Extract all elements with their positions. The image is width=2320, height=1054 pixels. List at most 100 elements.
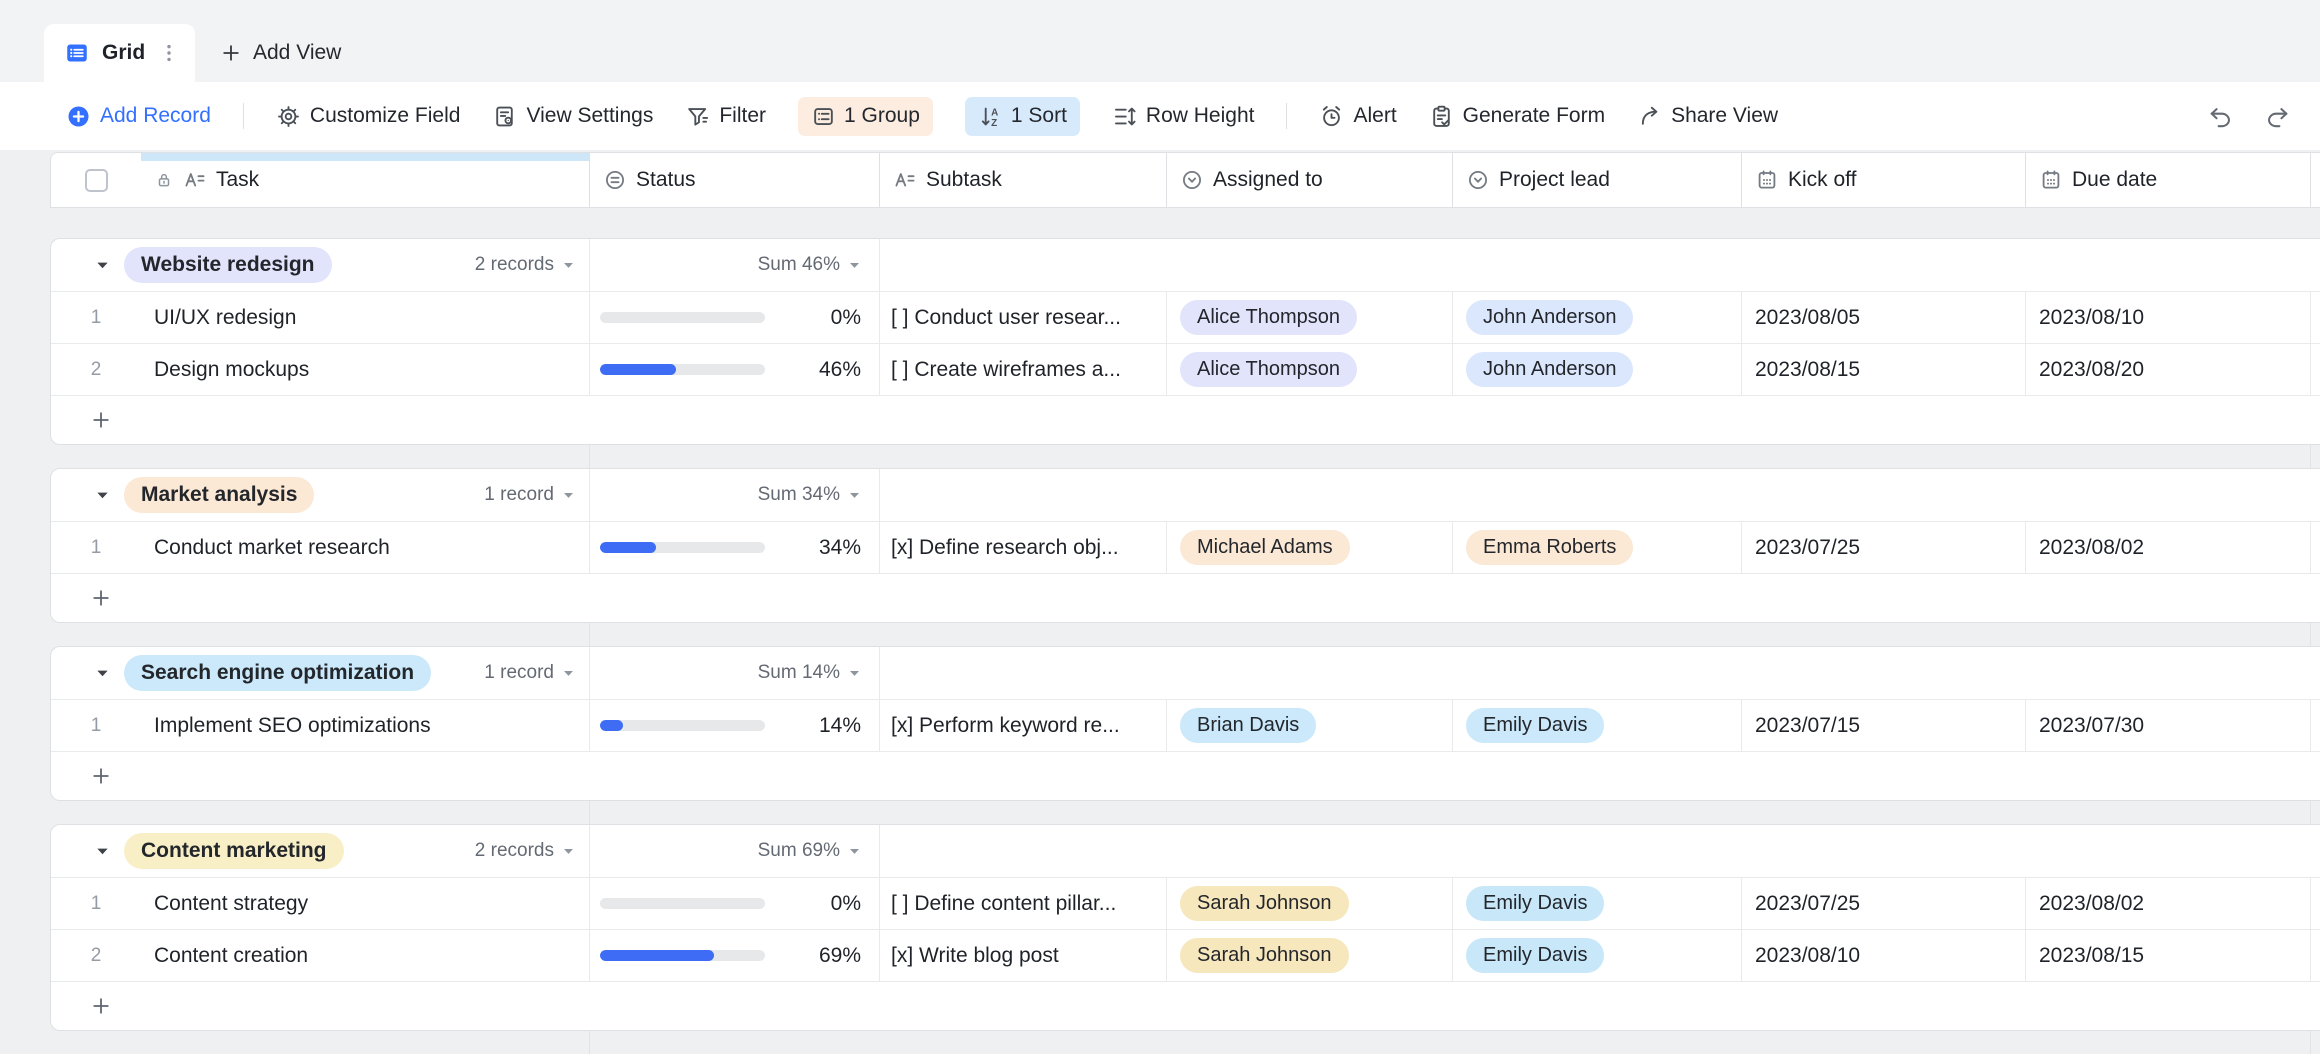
group-header: Website redesign 2 records Sum 46%	[51, 239, 2320, 292]
subtask-cell[interactable]: [ ] Conduct user resear...	[880, 292, 1167, 343]
project-lead-cell[interactable]: John Anderson	[1453, 344, 1742, 395]
status-cell[interactable]: 0%	[590, 292, 880, 343]
due-date-cell[interactable]: 2023/07/30	[2026, 700, 2311, 751]
group-name-pill: Search engine optimization	[124, 655, 432, 691]
due-date-cell[interactable]: 2023/08/15	[2026, 930, 2311, 981]
row-number-cell[interactable]: 1	[90, 306, 102, 328]
group-card-website-redesign: Website redesign 2 records Sum 46% 1 UI/…	[50, 238, 2320, 445]
add-record-row-button[interactable]	[51, 752, 2320, 800]
due-date-cell[interactable]: 2023/08/20	[2026, 344, 2311, 395]
kick-off-cell[interactable]: 2023/08/05	[1742, 292, 2026, 343]
collapse-arrow-icon[interactable]	[95, 488, 110, 502]
sort-button[interactable]: 1 Sort	[964, 96, 1080, 136]
kick-off-cell[interactable]: 2023/07/15	[1742, 700, 2026, 751]
kick-off-cell[interactable]: 2023/08/10	[1742, 930, 2026, 981]
group-button[interactable]: 1 Group	[798, 96, 933, 136]
column-header-status[interactable]: Status	[590, 153, 880, 207]
group-sum[interactable]: Sum 46%	[590, 239, 880, 291]
filter-button[interactable]: Filter	[685, 104, 766, 129]
task-cell[interactable]: Conduct market research	[141, 522, 590, 573]
assigned-to-cell[interactable]: Alice Thompson	[1167, 292, 1453, 343]
kick-off-cell[interactable]: 2023/07/25	[1742, 522, 2026, 573]
column-header-subtask[interactable]: Subtask	[880, 153, 1167, 207]
group-card-seo: Search engine optimization 1 record Sum …	[50, 646, 2320, 801]
tab-grid[interactable]: Grid	[44, 24, 196, 82]
column-header-kick-off[interactable]: Kick off	[1742, 153, 2026, 207]
column-header-due-date[interactable]: Due date	[2026, 153, 2311, 207]
add-record-button[interactable]: Add Record	[66, 104, 211, 129]
row-number-cell[interactable]: 1	[90, 536, 102, 558]
kick-off-cell[interactable]: 2023/08/15	[1742, 344, 2026, 395]
add-record-row-button[interactable]	[51, 396, 2320, 444]
subtask-cell[interactable]: [ ] Define content pillar...	[880, 878, 1167, 929]
collapse-arrow-icon[interactable]	[95, 666, 110, 680]
status-cell[interactable]: 0%	[590, 878, 880, 929]
select-all-checkbox[interactable]	[84, 168, 108, 192]
project-lead-cell[interactable]: Emily Davis	[1453, 700, 1742, 751]
task-cell[interactable]: UI/UX redesign	[141, 292, 590, 343]
person-pill: Michael Adams	[1180, 530, 1350, 565]
kick-off-cell[interactable]: 2023/07/25	[1742, 878, 2026, 929]
subtask-cell[interactable]: [x] Perform keyword re...	[880, 700, 1167, 751]
project-lead-cell[interactable]: Emily Davis	[1453, 930, 1742, 981]
add-view-button[interactable]: Add View	[219, 24, 341, 82]
group-sum[interactable]: Sum 14%	[590, 647, 880, 699]
project-lead-cell[interactable]: Emily Davis	[1453, 878, 1742, 929]
tab-grid-label: Grid	[102, 41, 146, 64]
status-cell[interactable]: 34%	[590, 522, 880, 573]
caret-down-icon	[848, 845, 861, 857]
status-cell[interactable]: 46%	[590, 344, 880, 395]
row-height-button[interactable]: Row Height	[1112, 104, 1254, 129]
generate-form-button[interactable]: Generate Form	[1429, 104, 1605, 129]
column-header-project-lead[interactable]: Project lead	[1453, 153, 1742, 207]
assigned-to-cell[interactable]: Michael Adams	[1167, 522, 1453, 573]
group-card-market-analysis: Market analysis 1 record Sum 34% 1 Condu…	[50, 468, 2320, 623]
collapse-arrow-icon[interactable]	[95, 844, 110, 858]
alarm-clock-icon	[1319, 104, 1344, 129]
row-number-cell[interactable]: 2	[90, 358, 102, 380]
subtask-cell[interactable]: [x] Write blog post	[880, 930, 1167, 981]
due-date-cell[interactable]: 2023/08/10	[2026, 292, 2311, 343]
undo-button[interactable]	[2206, 103, 2233, 130]
subtask-cell[interactable]: [x] Define research obj...	[880, 522, 1167, 573]
share-view-button[interactable]: Share View	[1637, 104, 1778, 129]
status-cell[interactable]: 69%	[590, 930, 880, 981]
row-number-cell[interactable]: 1	[90, 714, 102, 736]
status-cell[interactable]: 14%	[590, 700, 880, 751]
group-record-count[interactable]: 1 record	[484, 662, 575, 684]
due-date-cell[interactable]: 2023/08/02	[2026, 878, 2311, 929]
assigned-to-cell[interactable]: Brian Davis	[1167, 700, 1453, 751]
group-record-count[interactable]: 2 records	[475, 840, 575, 862]
row-number-cell[interactable]: 1	[90, 892, 102, 914]
az-sort-icon	[978, 104, 1003, 129]
task-cell[interactable]: Implement SEO optimizations	[141, 700, 590, 751]
task-cell[interactable]: Content creation	[141, 930, 590, 981]
view-settings-button[interactable]: View Settings	[492, 104, 653, 129]
redo-button[interactable]	[2265, 103, 2292, 130]
group-record-count[interactable]: 2 records	[475, 254, 575, 276]
assigned-to-cell[interactable]: Sarah Johnson	[1167, 930, 1453, 981]
row-number-cell[interactable]: 2	[90, 944, 102, 966]
customize-field-button[interactable]: Customize Field	[276, 104, 460, 129]
due-date-cell[interactable]: 2023/08/02	[2026, 522, 2311, 573]
assigned-to-cell[interactable]: Alice Thompson	[1167, 344, 1453, 395]
sorted-column-highlight	[141, 153, 589, 161]
group-sum[interactable]: Sum 69%	[590, 825, 880, 877]
column-header-assigned-to[interactable]: Assigned to	[1167, 153, 1453, 207]
subtask-cell[interactable]: [ ] Create wireframes a...	[880, 344, 1167, 395]
add-record-row-button[interactable]	[51, 982, 2320, 1030]
task-cell[interactable]: Design mockups	[141, 344, 590, 395]
group-record-count[interactable]: 1 record	[484, 484, 575, 506]
group-sum[interactable]: Sum 34%	[590, 469, 880, 521]
caret-down-icon	[562, 259, 575, 271]
row-height-icon	[1112, 104, 1137, 129]
add-record-row-button[interactable]	[51, 574, 2320, 622]
column-header-task[interactable]: Task	[141, 153, 590, 207]
assigned-to-cell[interactable]: Sarah Johnson	[1167, 878, 1453, 929]
task-cell[interactable]: Content strategy	[141, 878, 590, 929]
collapse-arrow-icon[interactable]	[95, 258, 110, 272]
project-lead-cell[interactable]: Emma Roberts	[1453, 522, 1742, 573]
alert-button[interactable]: Alert	[1319, 104, 1397, 129]
project-lead-cell[interactable]: John Anderson	[1453, 292, 1742, 343]
kebab-icon[interactable]	[157, 41, 181, 65]
